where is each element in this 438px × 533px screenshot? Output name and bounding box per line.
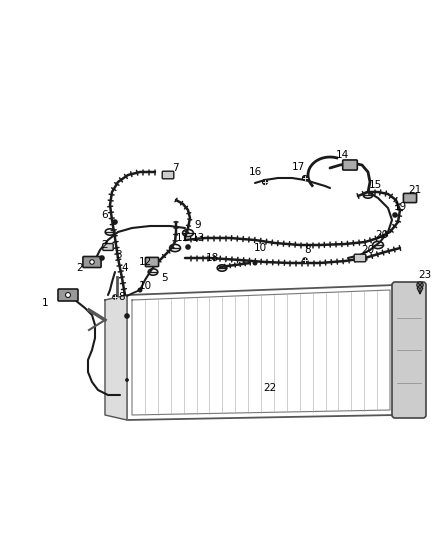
Circle shape [303, 258, 307, 262]
Text: 2: 2 [77, 263, 83, 273]
Text: 16: 16 [248, 167, 261, 177]
Circle shape [126, 379, 128, 381]
Text: 8: 8 [305, 245, 311, 255]
Polygon shape [105, 295, 127, 420]
Text: 11: 11 [175, 233, 189, 243]
Text: 21: 21 [408, 185, 422, 195]
Circle shape [253, 261, 257, 265]
Text: 22: 22 [263, 383, 277, 393]
Circle shape [393, 213, 397, 217]
Text: 2: 2 [102, 240, 108, 250]
Circle shape [186, 245, 190, 249]
FancyBboxPatch shape [354, 254, 366, 262]
Circle shape [113, 220, 117, 224]
Text: 9: 9 [194, 220, 201, 230]
Circle shape [417, 282, 423, 288]
Text: 14: 14 [336, 150, 349, 160]
Circle shape [100, 256, 104, 260]
Text: 1: 1 [42, 298, 48, 308]
FancyBboxPatch shape [83, 256, 101, 268]
Text: 17: 17 [291, 162, 304, 172]
Text: 10: 10 [254, 243, 267, 253]
Circle shape [66, 293, 71, 297]
Text: 18: 18 [205, 253, 219, 263]
Text: 5: 5 [162, 273, 168, 283]
Text: 13: 13 [191, 233, 205, 243]
Circle shape [138, 288, 142, 292]
Text: 12: 12 [138, 257, 152, 267]
FancyBboxPatch shape [403, 193, 417, 203]
FancyBboxPatch shape [392, 282, 426, 418]
Circle shape [113, 295, 117, 299]
Circle shape [303, 175, 307, 181]
Text: 3: 3 [115, 250, 121, 260]
Text: 4: 4 [122, 263, 128, 273]
FancyBboxPatch shape [145, 257, 159, 266]
FancyBboxPatch shape [58, 289, 78, 301]
Circle shape [90, 260, 94, 264]
FancyBboxPatch shape [103, 244, 113, 251]
Circle shape [262, 180, 268, 184]
Text: 23: 23 [418, 270, 431, 280]
Text: 20: 20 [375, 230, 389, 240]
Text: 8: 8 [119, 292, 125, 302]
FancyBboxPatch shape [162, 171, 174, 179]
Text: 7: 7 [172, 163, 178, 173]
Text: 20: 20 [361, 245, 374, 255]
Text: 6: 6 [102, 210, 108, 220]
Circle shape [125, 314, 129, 318]
Text: 15: 15 [368, 180, 381, 190]
Text: 10: 10 [138, 281, 152, 291]
Text: 19: 19 [393, 202, 406, 212]
FancyBboxPatch shape [343, 160, 357, 170]
